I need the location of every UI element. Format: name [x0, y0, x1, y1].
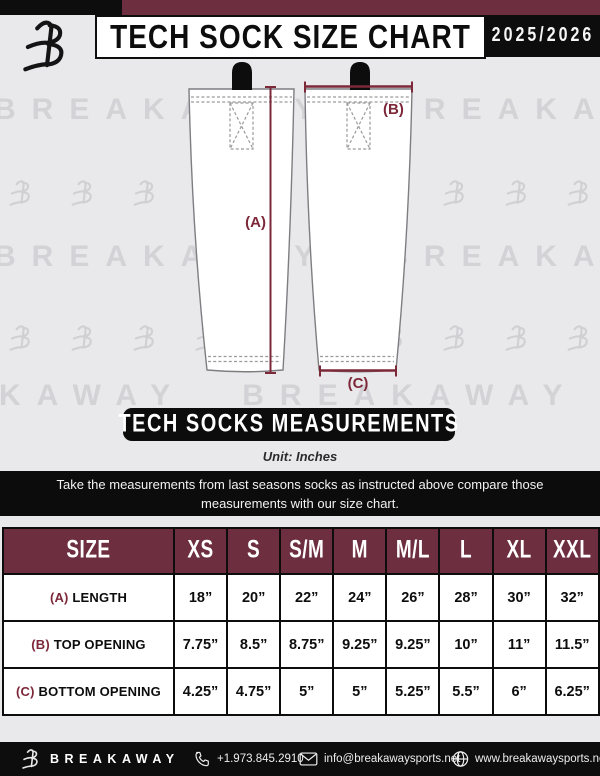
unit-note: Unit: Inches	[262, 449, 338, 464]
footer-phone[interactable]: +1.973.845.2910	[217, 753, 304, 765]
size-chart-table: SIZE XS S S/M M M/L L XL XXL (A) LENGTH …	[2, 527, 600, 716]
watermark-text-row: BREAKAWAYBREAKAWAYBREAKAWAY	[0, 379, 600, 413]
size-table-wrap: SIZE XS S S/M M M/L L XL XXL (A) LENGTH …	[2, 527, 600, 716]
col-label: XL	[506, 536, 532, 564]
footer-website[interactable]: www.breakawaysports.net	[475, 753, 600, 765]
instruction-line-2: measurements with our size chart.	[201, 495, 399, 511]
value-cell: 5.25”	[385, 667, 441, 716]
value-cell: 5.5”	[438, 667, 494, 716]
value-cell: 8.75”	[279, 620, 335, 669]
col-label: M/L	[395, 536, 431, 564]
page-title-box: TECH SOCK SIZE CHART	[95, 15, 486, 59]
email-icon	[299, 752, 318, 766]
value-cell: 24”	[332, 573, 388, 622]
table-row-bottom-opening: (C) BOTTOM OPENING 4.25” 4.75” 5” 5” 5.2…	[2, 667, 600, 716]
value-cell: 7.75”	[172, 620, 229, 669]
col-label: SIZE	[66, 536, 111, 564]
row-label-cell: (A) LENGTH	[2, 573, 175, 622]
value-cell: 30”	[491, 573, 547, 622]
bottom-opening-measure-label: (C)	[347, 375, 369, 392]
value-cell: 32”	[544, 573, 600, 622]
header-cell-sm: S/M	[279, 527, 335, 575]
value-cell: 4.75”	[226, 667, 282, 716]
top-opening-measure-label: (B)	[383, 101, 404, 118]
length-measure-label: (A)	[245, 214, 266, 231]
breakaway-monogram-icon	[22, 749, 38, 769]
value-cell: 9.25”	[385, 620, 441, 669]
row-label-prefix: (C)	[16, 684, 35, 699]
col-label: M	[351, 536, 368, 564]
footer-brand: BREAKAWAY	[50, 752, 180, 766]
value-cell: 28”	[438, 573, 494, 622]
watermark-word: BREAKAWAY	[0, 379, 187, 412]
col-label: L	[459, 536, 473, 564]
watermark-word: BREAKAWAY	[242, 379, 579, 412]
breakaway-monogram-icon	[20, 17, 72, 75]
instruction-bar: Take the measurements from last seasons …	[0, 471, 600, 516]
globe-icon	[452, 751, 469, 767]
page-title: TECH SOCK SIZE CHART	[110, 17, 471, 55]
col-label: S/M	[289, 536, 325, 564]
row-label: TOP OPENING	[53, 637, 146, 652]
watermark-word: BREAKAWAY	[386, 93, 600, 126]
col-label: XS	[187, 536, 214, 564]
header-cell-l: L	[438, 527, 494, 575]
instruction-line-1: Take the measurements from last seasons …	[56, 476, 544, 492]
footer-email[interactable]: info@breakawaysports.net	[324, 753, 461, 765]
sock-diagram-area: BREAKAWAYBREAKAWAYBREAKAWAY BREAKAWAYBRE…	[0, 59, 600, 468]
measurements-banner: TECH SOCKS MEASUREMENTS	[118, 408, 458, 441]
value-cell: 6”	[491, 667, 547, 716]
value-cell: 4.25”	[172, 667, 229, 716]
row-label: BOTTOM OPENING	[38, 684, 161, 699]
row-label-cell: (B) TOP OPENING	[2, 620, 175, 669]
header-cell-m: M	[332, 527, 388, 575]
table-header-row: SIZE XS S S/M M M/L L XL XXL	[2, 527, 600, 575]
phone-icon	[195, 751, 209, 767]
value-cell: 18”	[172, 573, 229, 622]
value-cell: 10”	[438, 620, 494, 669]
watermark-word: BREAKAWAY	[386, 240, 600, 273]
value-cell: 6.25”	[544, 667, 600, 716]
header-cell-xxl: XXL	[544, 527, 600, 575]
measurements-banner-title: TECH SOCKS MEASUREMENTS	[118, 410, 460, 438]
header-cell-size: SIZE	[2, 527, 175, 575]
header-cell-ml: M/L	[385, 527, 441, 575]
col-label: S	[247, 536, 261, 564]
season-badge: 2025/2026	[486, 15, 600, 57]
value-cell: 9.25”	[332, 620, 388, 669]
value-cell: 5”	[279, 667, 335, 716]
header-cell-xl: XL	[491, 527, 547, 575]
row-label-prefix: (B)	[31, 637, 50, 652]
value-cell: 11”	[491, 620, 547, 669]
value-cell: 5”	[332, 667, 388, 716]
value-cell: 20”	[226, 573, 282, 622]
row-label-prefix: (A)	[49, 590, 69, 605]
table-row-top-opening: (B) TOP OPENING 7.75” 8.5” 8.75” 9.25” 9…	[2, 620, 600, 669]
season-label: 2025/2026	[491, 24, 595, 46]
value-cell: 26”	[385, 573, 441, 622]
col-label: XXL	[552, 536, 592, 564]
table-row-length: (A) LENGTH 18” 20” 22” 24” 26” 28” 30” 3…	[2, 573, 600, 622]
header-cell-xs: XS	[172, 527, 229, 575]
row-label-cell: (C) BOTTOM OPENING	[2, 667, 175, 716]
footer-bar: BREAKAWAY +1.973.845.2910 info@breakaway…	[0, 742, 600, 776]
row-label: LENGTH	[72, 590, 128, 605]
value-cell: 8.5”	[226, 620, 282, 669]
header-cell-s: S	[226, 527, 282, 575]
sock-measurement-drawing	[188, 62, 413, 377]
value-cell: 22”	[279, 573, 335, 622]
value-cell: 11.5”	[544, 620, 600, 669]
header-top-black-strip	[0, 0, 122, 15]
